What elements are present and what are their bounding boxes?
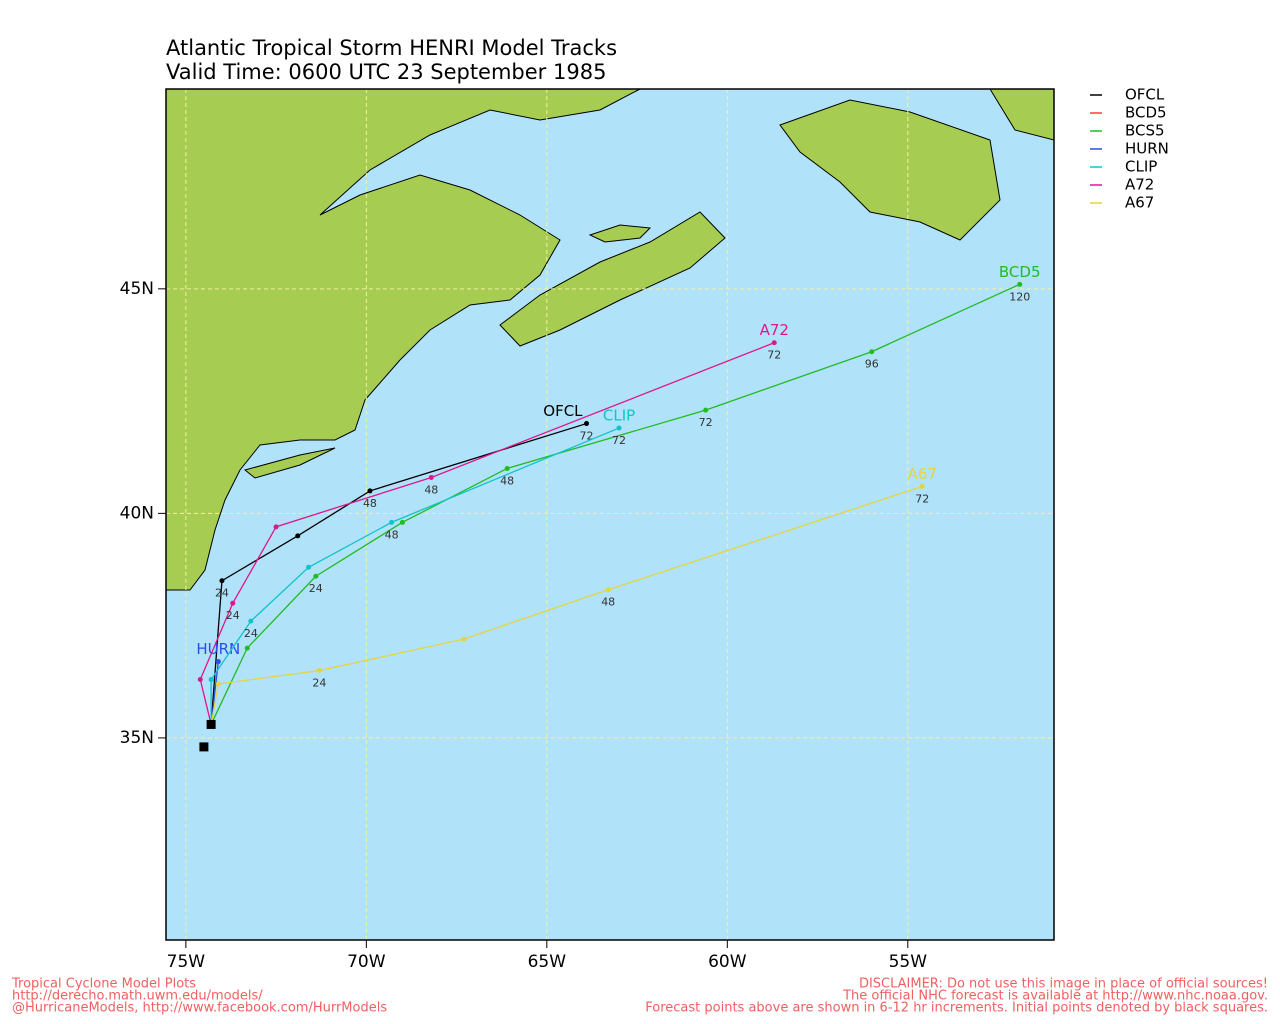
track-point — [461, 636, 467, 642]
track-point — [584, 421, 590, 427]
track-point — [605, 587, 611, 593]
forecast-hour-label: 24 — [312, 677, 326, 690]
forecast-hour-label: 48 — [363, 497, 377, 510]
y-tick-label: 35N — [120, 728, 154, 748]
track-point — [428, 474, 434, 480]
legend-label: OFCL — [1125, 86, 1165, 104]
footer-text: @HurricaneModels, http://www.facebook.co… — [12, 1001, 387, 1016]
forecast-hour-label: 72 — [580, 430, 594, 443]
track-name-label: OFCL — [543, 402, 583, 420]
track-line — [210, 661, 219, 725]
initial-point — [199, 742, 209, 752]
track-point — [230, 600, 236, 606]
track-line — [210, 427, 620, 725]
track-name-label: BCD5 — [999, 263, 1041, 281]
footer-text: DISCLAIMER: Do not use this image in pla… — [859, 977, 1268, 992]
track-point — [919, 483, 925, 489]
x-tick-label: 75W — [167, 952, 206, 972]
legend-label: A67 — [1125, 194, 1154, 212]
x-tick-label: 60W — [708, 952, 747, 972]
track-point — [367, 488, 373, 494]
forecast-hour-label: 24 — [226, 609, 240, 622]
chart-subtitle: Valid Time: 0600 UTC 23 September 1985 — [166, 60, 606, 84]
forecast-hour-label: 48 — [424, 483, 438, 496]
track-name-label: A72 — [760, 321, 789, 339]
y-tick-label: 45N — [120, 279, 154, 299]
newfoundland — [779, 99, 1001, 241]
forecast-hour-label: 72 — [699, 416, 713, 429]
long-island — [243, 447, 336, 479]
track-name-label: A67 — [908, 465, 937, 483]
track-point — [389, 519, 395, 525]
chart-title: Atlantic Tropical Storm HENRI Model Trac… — [166, 36, 617, 60]
track-point — [295, 533, 301, 539]
forecast-hour-label: 96 — [865, 358, 879, 371]
forecast-hour-label: 48 — [385, 528, 399, 541]
track-point — [313, 573, 319, 579]
track-point — [244, 645, 250, 651]
track-point — [215, 681, 221, 687]
track-point — [215, 659, 221, 665]
track-point — [219, 578, 225, 584]
legend-label: BCD5 — [1125, 104, 1167, 122]
track-point — [703, 407, 709, 413]
x-tick-label: 65W — [528, 952, 567, 972]
track-point — [616, 425, 622, 431]
track-point — [869, 349, 875, 355]
labrador — [989, 89, 1054, 141]
forecast-hour-label: 24 — [244, 627, 258, 640]
forecast-hour-label: 48 — [500, 474, 514, 487]
forecast-hour-label: 24 — [215, 587, 229, 600]
track-line — [199, 342, 775, 725]
forecast-hour-label: 72 — [612, 434, 626, 447]
forecast-hour-label: 48 — [601, 596, 615, 609]
track-point — [248, 618, 254, 624]
legend-label: A72 — [1125, 176, 1154, 194]
forecast-hour-label: 72 — [767, 349, 781, 362]
land — [166, 89, 1054, 591]
track-point — [208, 677, 214, 683]
track-point — [504, 465, 510, 471]
prince-edward-island — [588, 224, 652, 243]
track-point — [273, 524, 279, 530]
track-point — [771, 340, 777, 346]
legend-label: HURN — [1125, 140, 1169, 158]
forecast-hour-label: 24 — [309, 582, 323, 595]
footer-text: Forecast points above are shown in 6-12 … — [645, 1001, 1268, 1016]
track-point — [197, 677, 203, 683]
footer-text: http://derecho.math.uwm.edu/models/ — [12, 989, 263, 1004]
forecast-hour-label: 72 — [915, 492, 929, 505]
x-tick-label: 70W — [347, 952, 386, 972]
track-name-label: CLIP — [603, 407, 635, 425]
track-point — [316, 668, 322, 674]
footer-text: Tropical Cyclone Model Plots — [11, 977, 196, 992]
legend-label: BCS5 — [1125, 122, 1165, 140]
track-point — [306, 564, 312, 570]
mainland — [166, 89, 641, 591]
track-line — [210, 283, 1020, 725]
track-name-label: HURN — [196, 640, 240, 658]
footer-text: The official NHC forecast is available a… — [842, 989, 1268, 1004]
forecast-hour-label: 120 — [1009, 290, 1030, 303]
y-tick-label: 40N — [120, 503, 154, 523]
x-tick-label: 55W — [889, 952, 928, 972]
map-frame — [165, 88, 1055, 941]
legend-label: CLIP — [1125, 158, 1157, 176]
initial-point — [206, 719, 216, 729]
track-point — [399, 519, 405, 525]
track-line — [210, 485, 923, 725]
track-point — [1017, 281, 1023, 287]
